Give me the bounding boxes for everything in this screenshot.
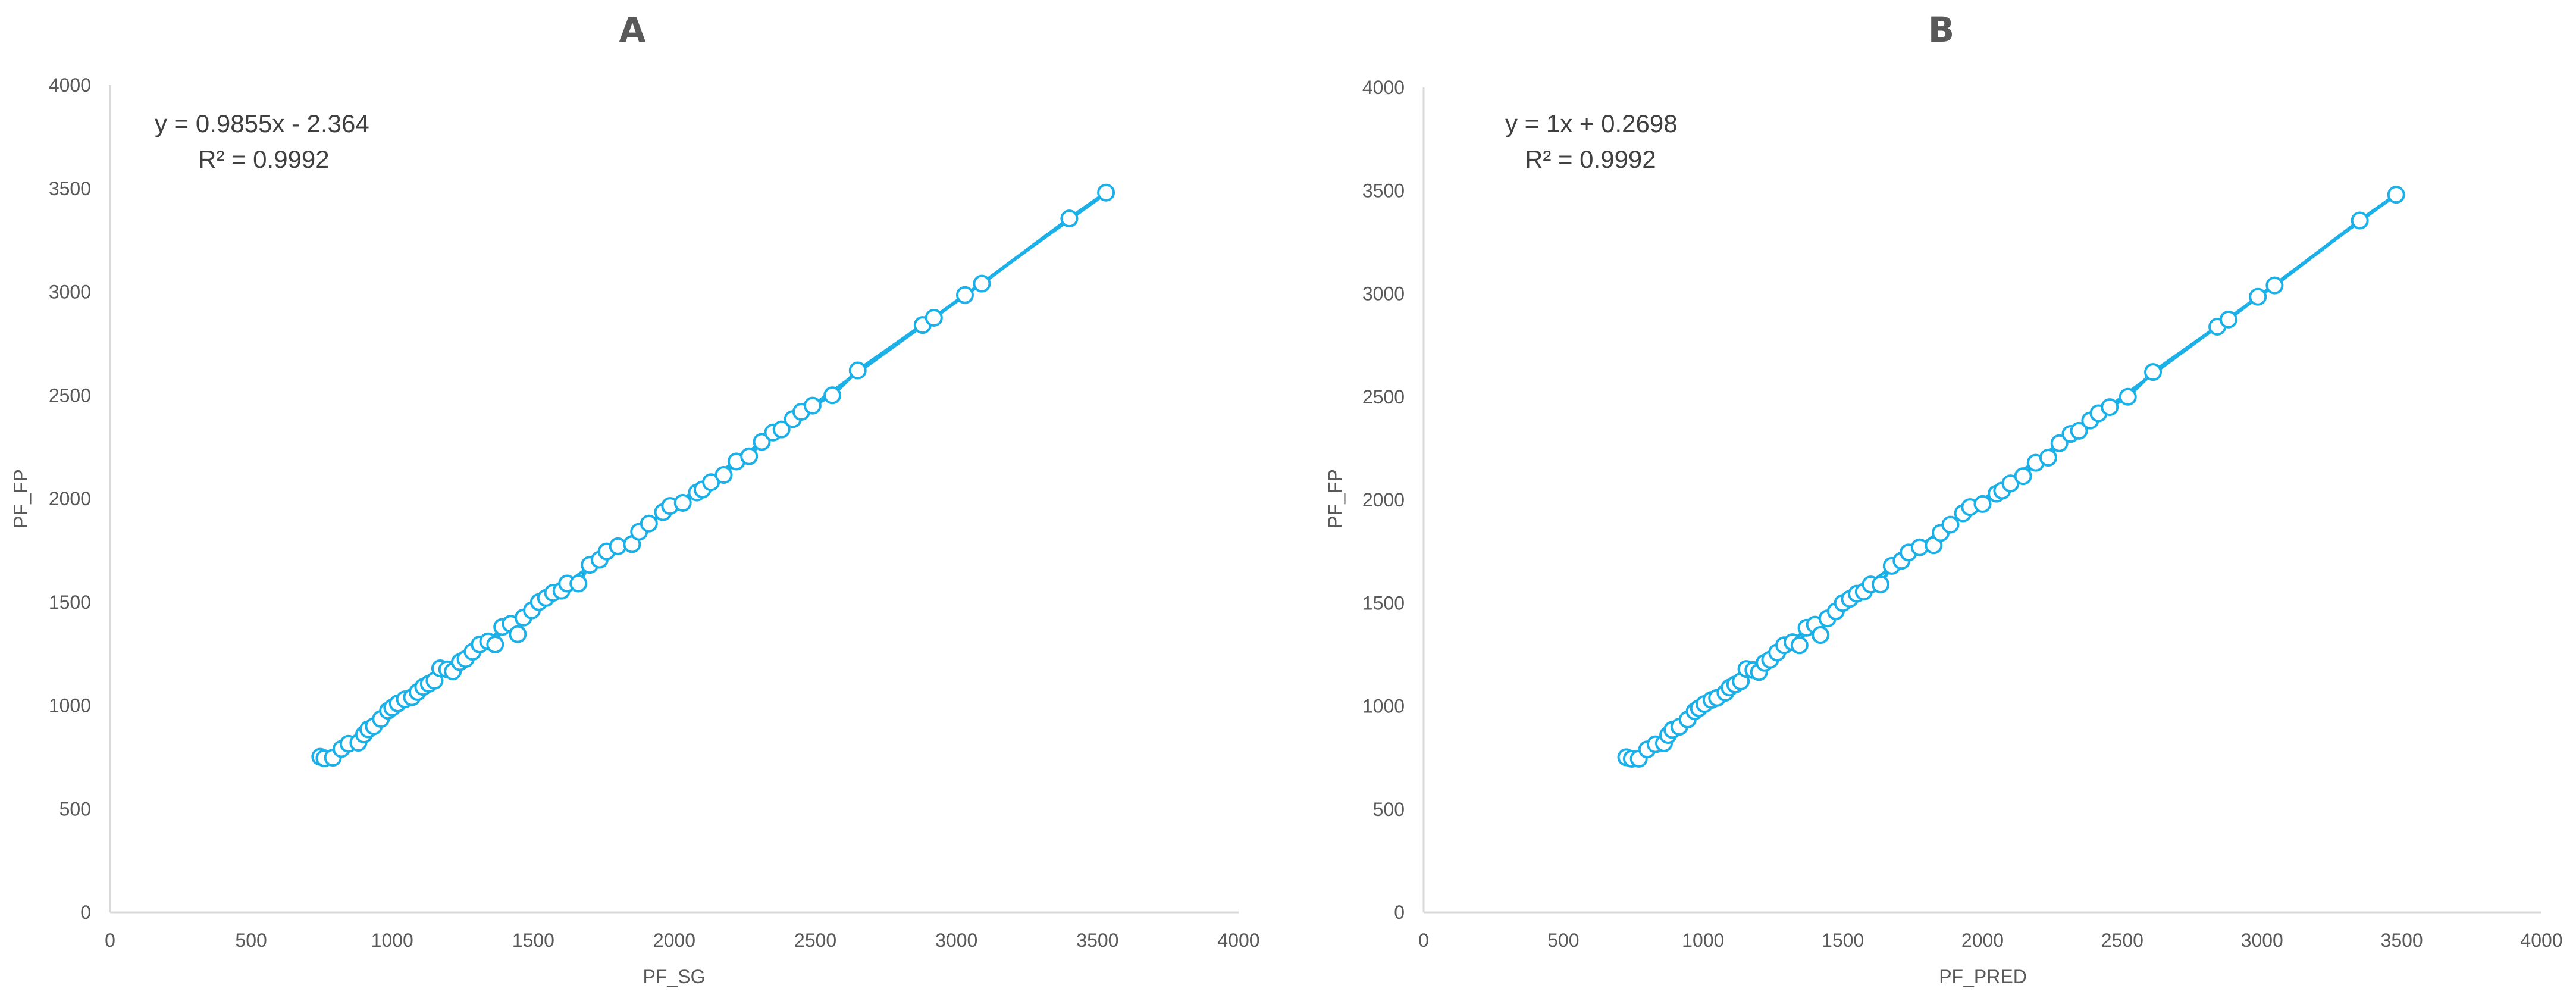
data-point — [609, 537, 627, 555]
data-point — [2265, 276, 2284, 295]
data-point — [740, 447, 759, 465]
y-tick-label: 1000 — [49, 695, 91, 717]
x-tick-label: 3000 — [935, 930, 977, 951]
y-tick-label: 2000 — [1362, 489, 1405, 511]
x-axis-title: PF_PRED — [1939, 966, 2027, 987]
x-tick-label: 0 — [105, 930, 115, 951]
data-point — [2351, 211, 2369, 230]
y-tick-label: 4000 — [1362, 77, 1405, 98]
y-tick-label: 2500 — [1362, 386, 1405, 408]
y-tick-label: 3000 — [1362, 283, 1405, 305]
data-point — [848, 361, 867, 380]
data-point — [569, 574, 588, 593]
chart-panel-a: A 0 500 1000 1500 2000 2500 3000 3500 4000 0 500 1… — [10, 10, 1260, 987]
y-tick-label: 3000 — [49, 281, 91, 303]
x-tick-labels: 0 500 1000 1500 2000 2500 3000 3500 4000 — [1418, 930, 2562, 951]
x-tick-label: 1000 — [1682, 930, 1724, 951]
data-point — [1973, 495, 1992, 513]
x-tick-label: 500 — [235, 930, 267, 951]
x-tick-label: 2500 — [794, 930, 836, 951]
data-point — [714, 466, 733, 484]
chart-title: B — [1928, 10, 1954, 50]
data-point — [2070, 421, 2088, 440]
data-point — [2249, 287, 2267, 306]
data-point — [673, 493, 692, 512]
y-tick-label: 0 — [1394, 902, 1405, 923]
y-tick-label: 1000 — [1362, 696, 1405, 717]
r-squared-label: R² = 0.9992 — [1525, 145, 1656, 173]
data-point — [2119, 387, 2137, 406]
y-tick-label: 500 — [59, 798, 91, 819]
y-tick-labels: 0 500 1000 1500 2000 2500 3000 3500 4000 — [49, 74, 91, 923]
chart-title: A — [619, 10, 646, 50]
data-point — [2039, 448, 2057, 467]
data-point — [1097, 183, 1115, 202]
y-tick-label: 3500 — [1362, 180, 1405, 201]
chart-panel-b: B 0 500 1000 1500 2000 2500 3000 3500 4000 0 500 1… — [1324, 10, 2563, 987]
x-tick-label: 3000 — [2241, 930, 2283, 951]
y-tick-label: 500 — [1373, 799, 1405, 820]
data-point — [640, 514, 658, 533]
data-point — [753, 433, 771, 451]
y-tick-label: 1500 — [49, 592, 91, 613]
data-point — [1812, 625, 1830, 644]
data-point — [2387, 186, 2405, 204]
y-tick-label: 1500 — [1362, 592, 1405, 614]
data-point — [2219, 310, 2237, 329]
r-squared-label: R² = 0.9992 — [198, 145, 330, 173]
x-tick-label: 500 — [1547, 930, 1579, 951]
trendline-equation: y = 1x + 0.2698 — [1505, 110, 1678, 137]
y-tick-label: 2500 — [49, 384, 91, 406]
y-tick-label: 4000 — [49, 74, 91, 96]
data-points — [1617, 186, 2405, 768]
x-tick-labels: 0 500 1000 1500 2000 2500 3000 3500 4000 — [105, 930, 1259, 951]
data-point — [803, 396, 822, 415]
data-point — [1872, 575, 1890, 594]
data-point — [772, 420, 791, 439]
x-tick-label: 1000 — [371, 930, 413, 951]
data-point — [925, 308, 943, 327]
data-point — [2101, 398, 2119, 417]
data-points — [311, 183, 1115, 768]
data-point — [2014, 467, 2032, 486]
data-point — [1941, 515, 1960, 534]
y-axis-title: PF_FP — [10, 469, 32, 528]
y-tick-label: 2000 — [49, 488, 91, 509]
x-tick-label: 3500 — [1076, 930, 1118, 951]
x-tick-label: 0 — [1418, 930, 1429, 951]
data-point — [955, 286, 974, 304]
data-point — [509, 625, 527, 643]
y-axis-title: PF_FP — [1324, 469, 1346, 528]
x-tick-label: 1500 — [512, 930, 554, 951]
y-tick-label: 0 — [80, 902, 91, 923]
data-point — [1060, 209, 1079, 228]
x-tick-label: 2000 — [1961, 930, 2004, 951]
x-tick-label: 4000 — [2520, 930, 2562, 951]
trendline-equation: y = 0.9855x - 2.364 — [155, 110, 369, 137]
y-tick-label: 3500 — [49, 178, 91, 199]
x-tick-label: 1500 — [1822, 930, 1864, 951]
x-tick-label: 3500 — [2381, 930, 2423, 951]
y-tick-labels: 0 500 1000 1500 2000 2500 3000 3500 4000 — [1362, 77, 1405, 923]
data-point — [486, 635, 504, 653]
x-tick-label: 2000 — [653, 930, 695, 951]
data-point — [1790, 636, 1809, 655]
x-tick-label: 4000 — [1217, 930, 1259, 951]
data-point — [2144, 363, 2163, 381]
data-point — [973, 274, 991, 293]
data-point — [823, 386, 842, 405]
data-point — [2050, 434, 2069, 452]
x-tick-label: 2500 — [2101, 930, 2143, 951]
x-axis-title: PF_SG — [643, 966, 706, 987]
